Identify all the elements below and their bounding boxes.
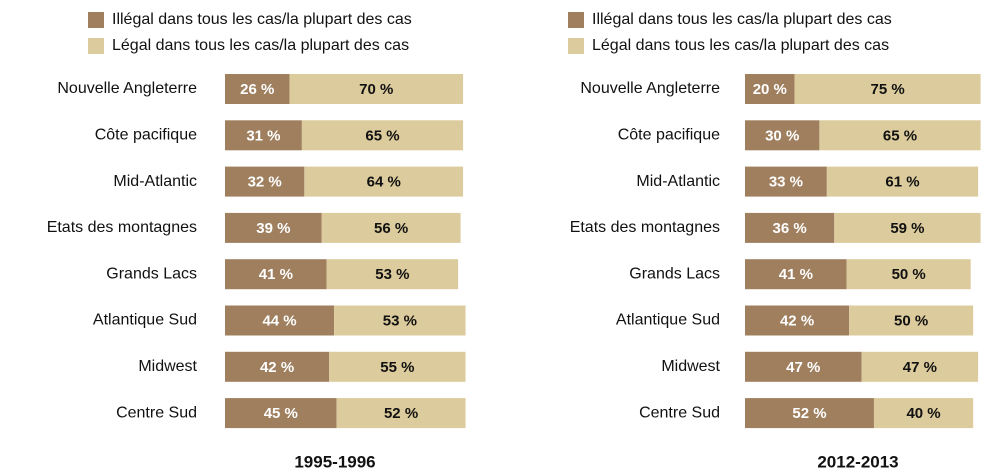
- value-label: 39 %: [256, 220, 290, 237]
- bar-segment: [745, 120, 820, 151]
- category-label: Centre Sud: [116, 404, 197, 421]
- bar-segment: [304, 166, 464, 197]
- category-label: Nouvelle Angleterre: [580, 80, 720, 97]
- legend-swatch: [88, 38, 104, 54]
- value-label: 56 %: [374, 220, 408, 237]
- category-label: Etats des montagnes: [47, 219, 197, 236]
- category-label: Midwest: [661, 358, 720, 375]
- value-label: 53 %: [383, 312, 417, 329]
- bar-segment: [225, 120, 302, 151]
- value-label: 30 %: [765, 127, 799, 144]
- bar-segment: [334, 305, 466, 336]
- bar-segment: [336, 398, 466, 429]
- bar-segment: [225, 259, 327, 290]
- value-label: 70 %: [359, 81, 393, 98]
- bar-segment: [289, 74, 464, 104]
- category-label: Etats des montagnes: [570, 219, 720, 236]
- value-label: 45 %: [264, 405, 298, 422]
- bar-segment: [225, 166, 305, 197]
- value-label: 31 %: [246, 127, 280, 144]
- value-label: 75 %: [870, 81, 904, 98]
- legend-swatch: [88, 12, 104, 28]
- category-label: Nouvelle Angleterre: [57, 80, 197, 97]
- value-label: 40 %: [906, 405, 940, 422]
- value-label: 59 %: [890, 220, 924, 237]
- value-label: 42 %: [260, 359, 294, 376]
- category-label: Atlantique Sud: [616, 312, 720, 329]
- bar-segment: [301, 120, 464, 151]
- bar-segment: [329, 351, 466, 382]
- bar-segment: [873, 398, 974, 429]
- bar-segment: [846, 259, 971, 290]
- value-label: 61 %: [885, 174, 919, 191]
- bar-segment: [745, 398, 874, 429]
- value-label: 36 %: [773, 220, 807, 237]
- value-label: 50 %: [892, 266, 926, 283]
- value-label: 65 %: [365, 127, 399, 144]
- value-label: 52 %: [384, 405, 418, 422]
- value-label: 33 %: [769, 174, 803, 191]
- chart-title: 2012-2013: [817, 452, 898, 471]
- category-label: Côte pacifique: [618, 127, 720, 144]
- category-label: Centre Sud: [639, 404, 720, 421]
- legend-swatch: [568, 12, 584, 28]
- category-label: Mid-Atlantic: [113, 173, 197, 190]
- value-label: 64 %: [367, 174, 401, 191]
- legend-label: Illégal dans tous les cas/la plupart des…: [592, 11, 892, 28]
- bar-segment: [225, 305, 335, 336]
- bar-segment: [745, 305, 850, 336]
- value-label: 20 %: [753, 81, 787, 98]
- value-label: 55 %: [380, 359, 414, 376]
- bar-segment: [745, 74, 795, 104]
- bar-segment: [745, 351, 862, 382]
- value-label: 65 %: [883, 127, 917, 144]
- bar-segment: [225, 351, 330, 382]
- category-label: Midwest: [138, 358, 197, 375]
- value-label: 26 %: [240, 81, 274, 98]
- value-label: 32 %: [248, 174, 282, 191]
- category-label: Mid-Atlantic: [636, 173, 720, 190]
- bar-segment: [326, 259, 459, 290]
- bar-segment: [225, 74, 290, 104]
- bar-segment: [826, 166, 979, 197]
- bar-segment: [861, 351, 979, 382]
- category-label: Atlantique Sud: [93, 312, 197, 329]
- bar-segment: [745, 259, 847, 290]
- value-label: 42 %: [780, 312, 814, 329]
- bar-segment: [321, 212, 461, 243]
- legend-label: Légal dans tous les cas/la plupart des c…: [592, 37, 889, 54]
- bar-segment: [225, 398, 337, 429]
- category-label: Grands Lacs: [629, 265, 720, 282]
- bar-segment: [834, 212, 981, 243]
- category-label: Côte pacifique: [95, 127, 197, 144]
- legend-label: Légal dans tous les cas/la plupart des c…: [112, 37, 409, 54]
- value-label: 47 %: [786, 359, 820, 376]
- category-label: Grands Lacs: [106, 265, 197, 282]
- value-label: 53 %: [375, 266, 409, 283]
- bar-segment: [849, 305, 974, 336]
- value-label: 47 %: [903, 359, 937, 376]
- bar-segment: [819, 120, 981, 151]
- value-label: 50 %: [894, 312, 928, 329]
- chart-title: 1995-1996: [294, 452, 375, 471]
- bar-segment: [794, 74, 981, 104]
- legend-label: Illégal dans tous les cas/la plupart des…: [112, 11, 412, 28]
- bar-segment: [225, 212, 322, 243]
- value-label: 41 %: [259, 266, 293, 283]
- value-label: 44 %: [262, 312, 296, 329]
- bar-segment: [745, 212, 835, 243]
- value-label: 52 %: [792, 405, 826, 422]
- value-label: 41 %: [779, 266, 813, 283]
- bar-segment: [745, 166, 827, 197]
- legend-swatch: [568, 38, 584, 54]
